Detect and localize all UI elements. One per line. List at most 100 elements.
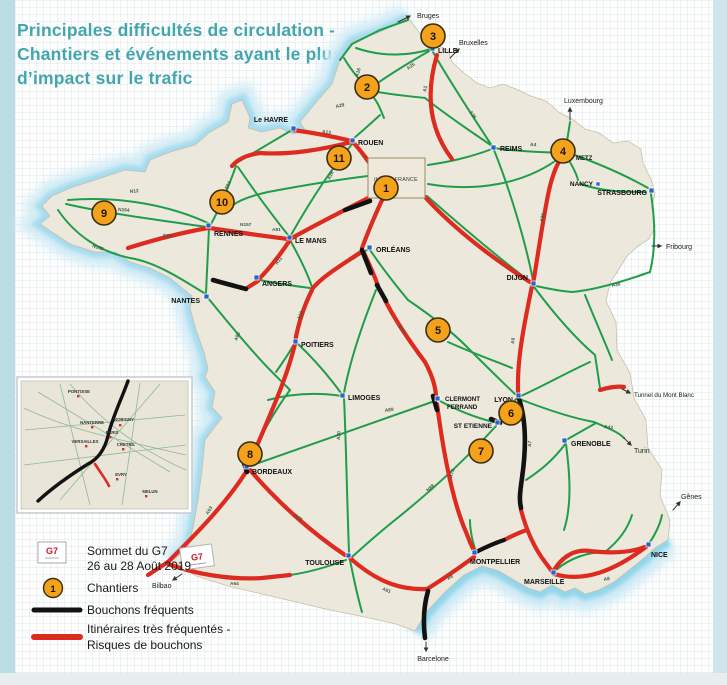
svg-text:Le HAVRE: Le HAVRE	[254, 117, 288, 124]
inset-town-label: PONTOISE	[68, 389, 90, 394]
inset-green-roads	[23, 382, 187, 506]
city-marseille: MARSEILLE	[524, 569, 565, 586]
left-margin-strip	[0, 0, 15, 673]
svg-text:MONTPELLIER: MONTPELLIER	[470, 559, 520, 566]
external-label-bruxelles: Bruxelles	[459, 40, 488, 47]
svg-text:7: 7	[478, 446, 484, 458]
road-label: A6	[510, 337, 517, 344]
city-limoges: LIMOGES	[339, 392, 381, 402]
chantier-marker-11: 11	[326, 145, 352, 171]
road-label: A71	[396, 325, 406, 336]
city-le-havre: Le HAVRE	[254, 117, 297, 132]
legend-itineraires-line2: Risques de bouchons	[87, 638, 202, 652]
city-le-mans: LE MANS	[286, 234, 327, 245]
road-label: A64	[230, 581, 239, 587]
external-destinations: Bruges Bruxelles Luxembourg Fribourg Tun…	[152, 13, 702, 663]
inset-town-label: VERSAILLES	[72, 439, 99, 444]
svg-text:ST ETIENNE: ST ETIENNE	[454, 423, 493, 430]
svg-text:5: 5	[435, 325, 441, 337]
svg-text:GRENOBLE: GRENOBLE	[571, 441, 611, 448]
city-nantes: NANTES	[171, 293, 210, 305]
bilbao-arrow-icon	[171, 573, 183, 581]
external-label-barcelone: Barcelone	[417, 656, 449, 663]
road-label: A81	[272, 227, 281, 233]
svg-text:ROUEN: ROUEN	[358, 140, 383, 147]
external-label-bilbao: Bilbao	[152, 583, 172, 590]
inset-town-label: PARIS	[106, 430, 119, 435]
city-angers: ANGERS	[253, 274, 292, 288]
road-label: N12	[130, 188, 140, 195]
cities: LILLE Le HAVRE ROUEN REIMS METZ NANCY ST…	[171, 45, 668, 586]
turin-arrow-icon	[623, 437, 632, 446]
road-label: A20	[336, 431, 342, 440]
svg-text:METZ: METZ	[576, 156, 593, 162]
inset-town-label: MELUN	[142, 489, 157, 494]
svg-text:TOULOUSE: TOULOUSE	[305, 560, 344, 567]
svg-text:NICE: NICE	[651, 552, 668, 559]
inset-towns: PONTOISE NANTERRE BOBIGNY PARIS VERSAILL…	[68, 389, 158, 498]
legend-itineraires-line1: Itinéraires très fréquentés -	[87, 622, 230, 636]
svg-text:LYON: LYON	[494, 397, 513, 404]
genes-arrow-icon	[672, 501, 681, 511]
svg-text:POITIERS: POITIERS	[301, 342, 334, 349]
legend-g7-line1: Sommet du G7	[87, 544, 168, 558]
road-label: A89	[384, 407, 394, 414]
road-label: A25	[406, 61, 417, 71]
city-orleans: ORLÉANS	[366, 244, 411, 254]
g7-marker-label: G7	[190, 551, 203, 563]
city-rouen: ROUEN	[349, 137, 383, 147]
external-label-luxembourg: Luxembourg	[564, 98, 603, 105]
bruges-arrow-icon	[397, 15, 412, 23]
chantier-marker-3: 3	[420, 23, 446, 49]
road-label: A1	[422, 85, 429, 92]
svg-text:9: 9	[101, 208, 107, 220]
bruxelles-arrow-icon	[449, 48, 460, 59]
svg-text:NANCY: NANCY	[570, 181, 594, 188]
title-line-1: Principales difficultés de circulation -	[17, 20, 336, 40]
svg-text:FERRAND: FERRAND	[447, 404, 478, 411]
road-label: A16	[354, 67, 363, 78]
svg-text:REIMS: REIMS	[500, 146, 523, 153]
chantier-marker-7: 7	[468, 438, 494, 464]
external-label-fribourg: Fribourg	[666, 244, 692, 251]
inset-town-label: BOBIGNY	[114, 417, 134, 422]
road-label: A84	[223, 180, 233, 191]
external-label-tunnel-mont-blanc: Tunnel du Mont Blanc	[634, 392, 694, 399]
city-st-etienne: ST ETIENNE	[454, 419, 501, 430]
city-nancy: NANCY	[570, 181, 601, 188]
road-label: N88	[425, 483, 436, 494]
road-labels: A16 A25 A1 A26 A29 A28 A13 A4 A31 A36 N1…	[91, 61, 621, 595]
inset-map-area	[20, 380, 189, 510]
city-strasbourg: STRASBOURG	[597, 187, 655, 197]
legend-chantier-number: 1	[50, 584, 56, 595]
road-label: A10	[296, 310, 305, 321]
road-label: A13	[322, 129, 332, 136]
chantier-marker-2: 2	[354, 74, 380, 100]
paris-region-inset: PONTOISE NANTERRE BOBIGNY PARIS VERSAILL…	[16, 376, 193, 514]
city-rennes: RENNES	[205, 222, 244, 238]
svg-text:6: 6	[508, 408, 514, 420]
road-label: A7	[527, 440, 534, 447]
road-label: A61	[381, 586, 392, 595]
city-montpellier: MONTPELLIER	[470, 549, 520, 566]
road-label: A26	[467, 110, 477, 121]
road-label: N157	[240, 222, 252, 228]
legend-bouchons-label: Bouchons fréquents	[87, 603, 194, 617]
road-label: N24	[163, 233, 173, 240]
svg-text:LIMOGES: LIMOGES	[348, 395, 381, 402]
black-congestion-segments	[210, 198, 528, 641]
title-line-2: Chantiers et événements ayant le plus	[17, 44, 343, 65]
chantier-marker-6: 6	[498, 400, 524, 426]
chantier-marker-5: 5	[425, 317, 451, 343]
title-line-3: d’impact sur le trafic	[17, 68, 193, 89]
svg-text:RENNES: RENNES	[214, 231, 244, 238]
road-label: A75	[448, 468, 457, 479]
svg-text:11: 11	[333, 153, 345, 165]
road-label: A63	[205, 505, 215, 516]
inset-red-route	[93, 462, 111, 488]
chantier-markers: 1 2 3 4 5 6 7 8 9 10 11	[91, 23, 576, 467]
road-label: A28	[326, 170, 335, 181]
france-landmass	[39, 17, 671, 632]
